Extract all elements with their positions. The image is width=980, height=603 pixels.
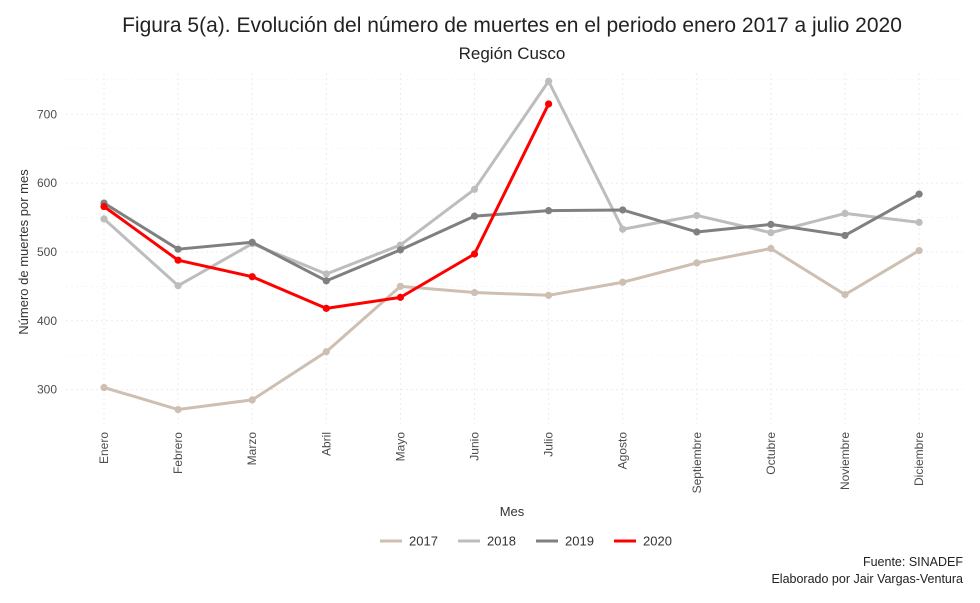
data-point <box>248 273 256 281</box>
data-point <box>545 207 553 215</box>
series-line <box>102 79 921 288</box>
x-tick-label: Julio <box>542 432 556 457</box>
legend-item-2018: 2018 <box>458 534 516 549</box>
x-tick-label: Diciembre <box>912 432 926 486</box>
x-tick-label: Junio <box>468 432 482 461</box>
data-point <box>915 218 923 226</box>
y-tick-label: 700 <box>37 107 57 121</box>
data-point <box>619 206 627 214</box>
legend-label: 2020 <box>643 534 672 549</box>
legend-label: 2017 <box>409 534 438 549</box>
x-tick-label: Marzo <box>245 432 259 466</box>
series-layer <box>100 77 923 414</box>
data-point <box>100 215 108 223</box>
data-point <box>396 282 404 290</box>
y-axis-title: Número de muertes por mes <box>16 169 31 335</box>
data-point <box>100 383 108 392</box>
series-2017 <box>100 244 923 414</box>
data-point <box>470 250 479 258</box>
data-point <box>470 288 479 297</box>
y-tick-label: 300 <box>37 383 57 397</box>
data-point <box>100 202 108 211</box>
data-point <box>248 396 256 404</box>
data-point <box>322 277 330 285</box>
x-axis-title: Mes <box>500 504 525 519</box>
data-point <box>470 212 479 220</box>
data-point <box>841 291 849 299</box>
y-tick-label: 600 <box>37 176 57 190</box>
data-point <box>322 270 330 278</box>
series-line <box>102 192 921 283</box>
chart-subtitle: Región Cusco <box>459 44 566 63</box>
data-point <box>693 259 701 267</box>
legend-label: 2019 <box>565 534 594 549</box>
chart-title: Figura 5(a). Evolución del número de mue… <box>122 14 902 37</box>
data-point <box>322 348 330 356</box>
legend: 2017 2018 2019 2020 <box>380 534 672 549</box>
y-tick-label: 400 <box>37 314 57 328</box>
data-point <box>174 256 182 264</box>
data-point <box>841 209 849 217</box>
data-point <box>545 100 553 108</box>
series-2020 <box>100 100 553 312</box>
grid <box>66 73 962 424</box>
legend-item-2020: 2020 <box>614 534 672 549</box>
x-tick-label: Agosto <box>616 432 630 470</box>
data-point <box>693 211 701 220</box>
caption-source: Fuente: SINADEF <box>863 555 963 569</box>
data-point <box>915 190 923 198</box>
legend-item-2019: 2019 <box>536 534 594 549</box>
data-point <box>619 225 627 233</box>
caption-author: Elaborado por Jair Vargas-Ventura <box>771 572 963 586</box>
x-tick-label: Mayo <box>393 432 407 462</box>
x-tick-label: Febrero <box>171 432 185 474</box>
legend-item-2017: 2017 <box>380 534 438 549</box>
data-point <box>174 245 182 253</box>
data-point <box>767 244 775 253</box>
data-point <box>396 293 404 301</box>
data-point <box>915 246 923 255</box>
x-tick-label: Abril <box>319 432 333 456</box>
data-point <box>841 231 849 240</box>
y-axis-ticks: 300 400 500 600 700 <box>37 107 57 396</box>
x-tick-label: Enero <box>97 432 111 464</box>
y-tick-label: 500 <box>37 245 57 259</box>
data-point <box>248 238 256 246</box>
series-2018 <box>100 77 923 290</box>
data-point <box>619 278 627 286</box>
data-point <box>396 246 404 254</box>
series-line <box>102 247 921 412</box>
x-axis-ticks: Enero Febrero Marzo Abril Mayo Junio Julio Agos… <box>97 432 926 494</box>
data-point <box>174 405 182 414</box>
x-tick-label: Octubre <box>764 432 778 475</box>
data-point <box>693 228 701 236</box>
data-point <box>322 304 330 312</box>
x-tick-label: Noviembre <box>838 432 852 490</box>
data-point <box>470 185 479 193</box>
data-point <box>174 282 182 290</box>
data-point <box>767 229 775 237</box>
data-point <box>545 77 553 85</box>
data-point <box>545 291 553 299</box>
data-point <box>767 220 775 229</box>
legend-label: 2018 <box>487 534 516 549</box>
x-tick-label: Septiembre <box>690 432 704 494</box>
